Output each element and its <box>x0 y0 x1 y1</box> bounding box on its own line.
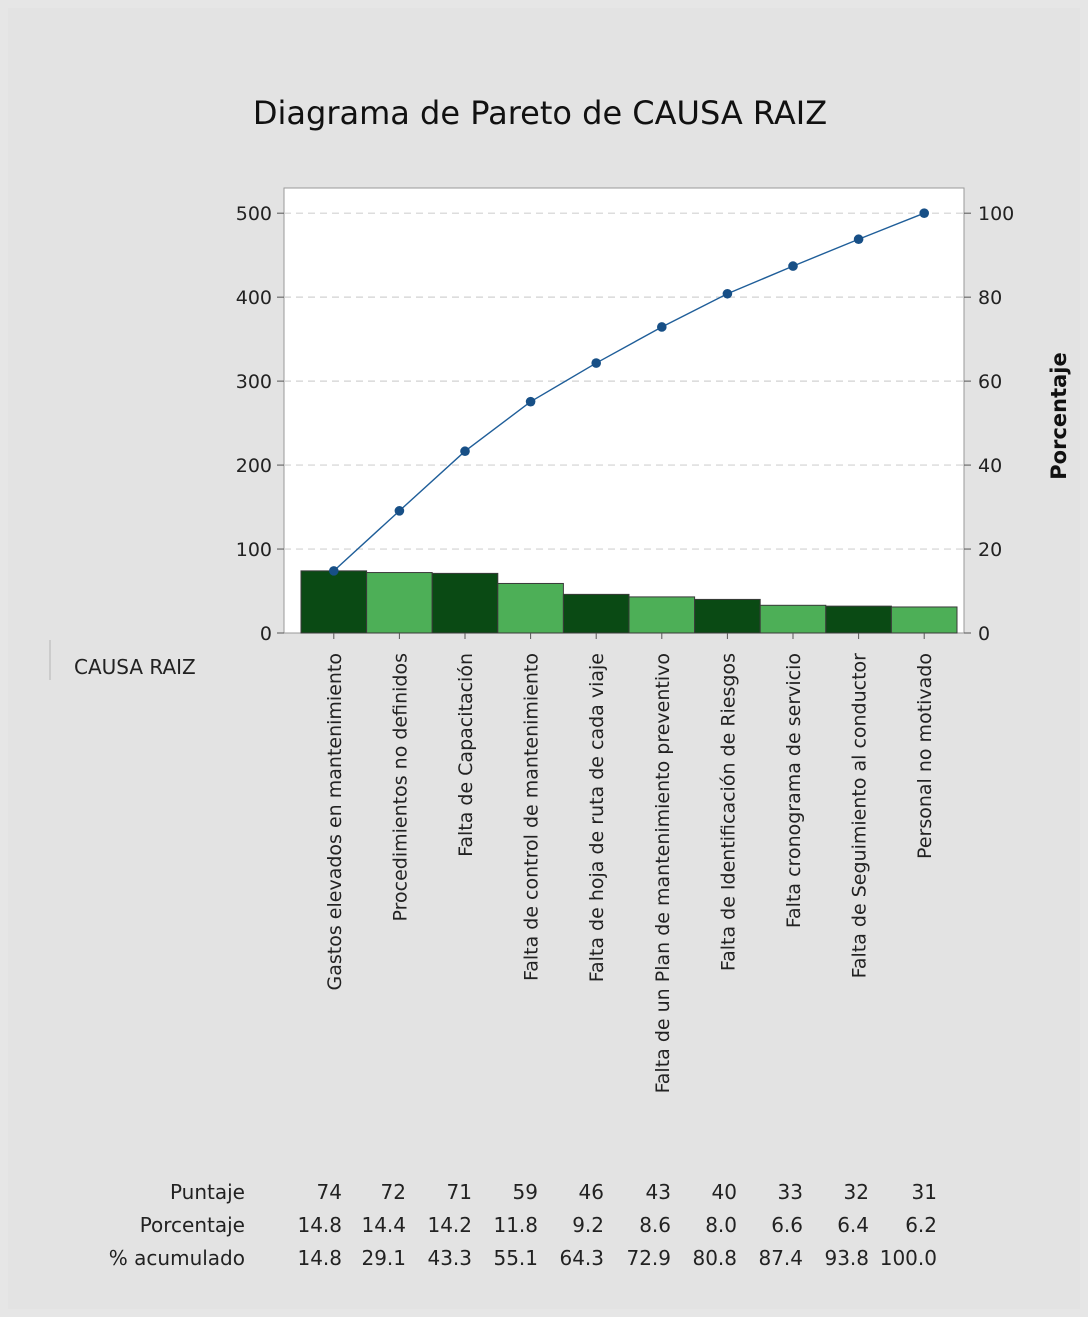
y2-tick-label: 20 <box>978 539 1002 561</box>
y-tick-label: 500 <box>236 203 272 225</box>
table-cell: 43.3 <box>427 1246 472 1270</box>
chart-title: Diagrama de Pareto de CAUSA RAIZ <box>253 94 827 132</box>
table-cell: 64.3 <box>559 1246 604 1270</box>
plot-area <box>283 187 965 634</box>
pareto-chart: Diagrama de Pareto de CAUSA RAIZ 0100200… <box>49 94 1071 1270</box>
grid-lines <box>284 212 964 550</box>
cumulative-point <box>394 506 405 516</box>
table-cell: 8.6 <box>639 1213 671 1237</box>
category-label: Falta de control de mantenimiento <box>521 653 543 981</box>
y2-tick-label: 40 <box>978 455 1002 477</box>
table-cell: 100.0 <box>880 1246 937 1270</box>
table-cell: 8.0 <box>705 1213 737 1237</box>
y2-tick-label: 0 <box>978 623 990 645</box>
cumulative-point <box>788 261 798 271</box>
table-cell: 40 <box>712 1180 737 1204</box>
table-cell: 9.2 <box>572 1213 604 1237</box>
y2-tick-label: 60 <box>978 371 1002 393</box>
y-tick-label: 100 <box>236 539 272 561</box>
category-label: Falta de Identificación de Riesgos <box>717 653 739 971</box>
table-cell: 55.1 <box>493 1246 538 1270</box>
bars <box>300 570 958 634</box>
table-cell: 11.8 <box>493 1213 538 1237</box>
cumulative-point <box>657 322 667 332</box>
table-cell: 31 <box>912 1180 937 1204</box>
table-cell: 6.2 <box>905 1213 937 1237</box>
table-cell: 72 <box>381 1180 406 1204</box>
table-cell: 32 <box>844 1180 869 1204</box>
table-cell: 46 <box>579 1180 604 1204</box>
cumulative-point <box>591 358 601 368</box>
cumulative-point <box>919 208 929 218</box>
table-row-label: % acumulado <box>109 1246 245 1270</box>
cumulative-point <box>329 566 339 576</box>
bar <box>366 572 433 634</box>
bar <box>497 582 564 634</box>
y-tick-label: 300 <box>236 371 272 393</box>
cumulative-line <box>329 208 929 576</box>
bar <box>300 570 368 634</box>
table-cell: 87.4 <box>758 1246 803 1270</box>
cumulative-point <box>853 234 864 245</box>
table-cell: 74 <box>317 1180 342 1204</box>
table-cell: 14.2 <box>427 1213 472 1237</box>
bar <box>431 572 499 634</box>
x-axis-title: CAUSA RAIZ <box>74 655 196 679</box>
table-row-label: Puntaje <box>170 1180 245 1204</box>
category-label: Personal no motivado <box>914 653 936 859</box>
y-tick-label: 400 <box>236 287 272 309</box>
category-label: Falta de Capacitación <box>455 653 477 857</box>
y2-tick-label: 100 <box>978 203 1014 225</box>
table-cell: 14.4 <box>361 1213 406 1237</box>
bar <box>628 596 696 634</box>
bar <box>562 593 630 634</box>
table-cell: 33 <box>778 1180 803 1204</box>
category-label: Falta de hoja de ruta de cada viaje <box>586 653 608 982</box>
chart-frame: Diagrama de Pareto de CAUSA RAIZ 0 100 200… <box>8 8 1080 1309</box>
y2-axis-title: Porcentaje <box>1047 352 1071 479</box>
bar <box>759 604 827 634</box>
bar <box>890 606 958 634</box>
cumulative-point <box>722 288 733 299</box>
cumulative-line-path <box>333 212 925 572</box>
table-cell: 29.1 <box>361 1246 406 1270</box>
table-cell: 43 <box>646 1180 671 1204</box>
axes: 0 100 200 300 400 500 0 20 40 60 80 100 <box>236 203 1015 645</box>
table-cell: 71 <box>447 1180 472 1204</box>
category-label: Falta de un Plan de mantenimiento preven… <box>652 653 674 1093</box>
table-row-label: Porcentaje <box>140 1213 245 1237</box>
y2-tick-label: 80 <box>978 287 1002 309</box>
cumulative-point <box>525 396 536 407</box>
summary-table: Puntaje 74 72 71 59 46 43 40 33 32 31 Porcentaje 14.… <box>109 1180 937 1270</box>
table-cell: 93.8 <box>824 1246 869 1270</box>
y-tick-label: 200 <box>236 455 272 477</box>
y-tick-label: 0 <box>260 623 272 645</box>
table-cell: 14.8 <box>297 1246 342 1270</box>
cumulative-point <box>460 446 470 457</box>
category-label: Gastos elevados en mantenimiento <box>324 653 346 990</box>
bar <box>825 605 892 634</box>
table-cell: 6.4 <box>837 1213 869 1237</box>
table-cell: 6.6 <box>771 1213 803 1237</box>
table-cell: 14.8 <box>297 1213 342 1237</box>
category-labels: Gastos elevados en mantenimiento Procedim… <box>324 653 936 1094</box>
category-label: Falta de Seguimiento al conductor <box>849 653 871 978</box>
category-label: Falta cronograma de servicio <box>783 653 805 928</box>
table-cell: 80.8 <box>692 1246 737 1270</box>
table-cell: 59 <box>513 1180 538 1204</box>
category-label: Procedimientos no definidos <box>389 653 411 921</box>
table-cell: 72.9 <box>626 1246 671 1270</box>
bar <box>694 598 761 634</box>
